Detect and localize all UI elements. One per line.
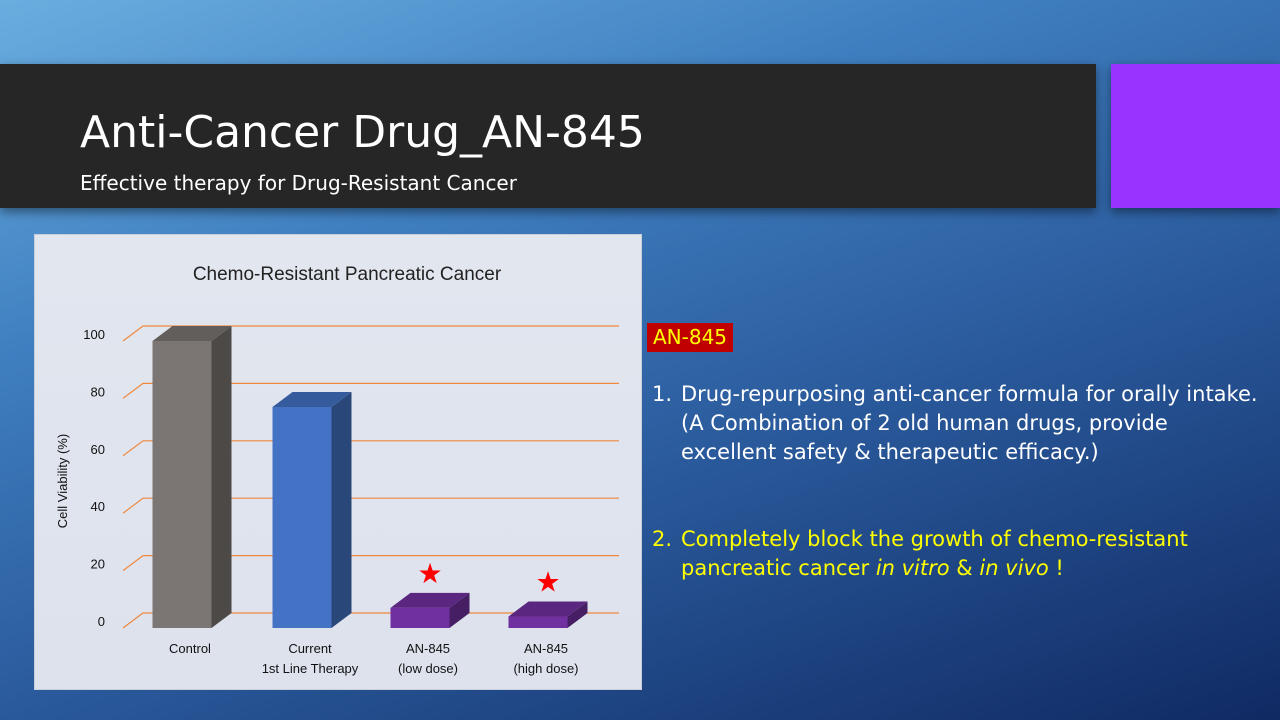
- significance-star: ★: [417, 557, 442, 590]
- category-label: Current: [288, 641, 332, 656]
- bar-top: [152, 326, 232, 341]
- gridline: [122, 555, 619, 572]
- bar-front: [390, 607, 450, 628]
- point-1-number: 1.: [652, 382, 673, 406]
- category-label: 1st Line Therapy: [262, 661, 359, 676]
- point-1-line-2: (A Combination of 2 old human drugs, pro…: [681, 411, 1168, 435]
- bar-side: [211, 326, 232, 628]
- y-axis-label: Cell Viability (%): [55, 434, 70, 528]
- bar-2: [272, 392, 352, 628]
- bar-top: [272, 392, 352, 408]
- significance-star: ★: [535, 566, 560, 599]
- bar-top: [390, 592, 470, 608]
- point-1-line-1: Drug-repurposing anti-cancer formula for…: [681, 382, 1258, 406]
- point-2-line-1: Completely block the growth of chemo-res…: [681, 527, 1188, 551]
- accent-block: [1111, 64, 1280, 208]
- category-label: AN-845: [406, 641, 450, 656]
- bar-side: [331, 392, 352, 628]
- bar-3: [390, 592, 470, 628]
- chart-panel: Chemo-Resistant Pancreatic Cancer Cell V…: [34, 234, 642, 690]
- point-2-line-2: pancreatic cancer in vitro & in vivo !: [681, 554, 1280, 583]
- point-2-text-c: !: [1048, 556, 1064, 580]
- category-label: AN-845: [524, 641, 568, 656]
- bar-side: [567, 601, 588, 628]
- gridline: [122, 497, 619, 514]
- y-tick-label: 100: [83, 327, 105, 342]
- bar-front: [152, 341, 212, 628]
- category-label: Control: [169, 641, 211, 656]
- point-2-text-b: &: [949, 556, 980, 580]
- point-2-in-vitro: in vitro: [875, 556, 950, 580]
- bar-1: [152, 326, 232, 628]
- slide-title: Anti-Cancer Drug_AN-845: [80, 107, 645, 158]
- point-1: 1. Drug-repurposing anti-cancer formula …: [652, 380, 1280, 467]
- point-2-number: 2.: [652, 527, 673, 551]
- point-2: 2. Completely block the growth of chemo-…: [652, 525, 1280, 583]
- category-label: (low dose): [398, 661, 458, 676]
- y-tick-label: 20: [91, 557, 105, 572]
- bar-chart: Chemo-Resistant Pancreatic Cancer Cell V…: [55, 264, 619, 676]
- key-points-list: 1. Drug-repurposing anti-cancer formula …: [652, 380, 1280, 583]
- gridline: [122, 440, 619, 457]
- y-tick-label: 60: [91, 442, 105, 457]
- bar-top: [508, 601, 588, 617]
- y-tick-label: 80: [91, 384, 105, 399]
- slide-subtitle: Effective therapy for Drug-Resistant Can…: [80, 171, 517, 195]
- point-1-line-3: excellent safety & therapeutic efficacy.…: [681, 440, 1099, 464]
- point-2-in-vivo: in vivo: [979, 556, 1049, 580]
- y-tick-label: 0: [98, 614, 105, 629]
- drug-name-tag: AN-845: [647, 323, 734, 352]
- bar-front: [508, 616, 568, 628]
- gridline: [122, 325, 619, 342]
- bar-4: [508, 601, 588, 628]
- point-2-text-a: pancreatic cancer: [681, 556, 876, 580]
- chart-title: Chemo-Resistant Pancreatic Cancer: [193, 264, 502, 285]
- bar-side: [449, 592, 470, 628]
- gridline: [122, 382, 619, 399]
- category-label: (high dose): [513, 661, 578, 676]
- title-band: [0, 64, 1096, 208]
- bar-front: [272, 407, 332, 628]
- y-tick-label: 40: [91, 499, 105, 514]
